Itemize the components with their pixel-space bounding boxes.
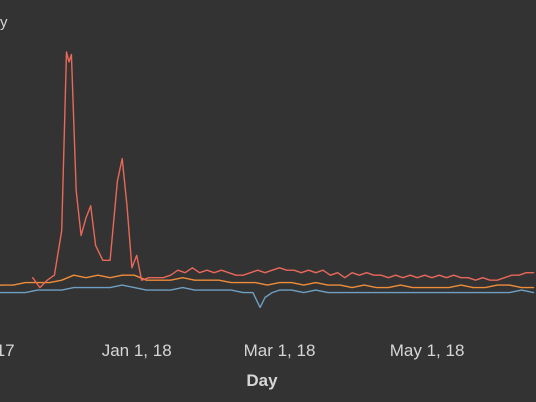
x-tick-label: Jan 1, 18: [102, 341, 172, 360]
x-tick-label: Mar 1, 18: [244, 341, 316, 360]
y-axis-label-fragment: y: [0, 14, 8, 31]
x-tick-labels: v 1, 17 Jan 1, 18 Mar 1, 18 May 1, 18: [0, 341, 464, 360]
series-layer: [0, 51, 535, 309]
series-line-2: [0, 274, 535, 289]
x-tick-label: May 1, 18: [390, 341, 465, 360]
x-axis-title: Day: [246, 371, 278, 390]
x-tick-label: v 1, 17: [0, 341, 15, 360]
series-line-3: [0, 284, 535, 309]
series-line-1: [32, 51, 535, 289]
